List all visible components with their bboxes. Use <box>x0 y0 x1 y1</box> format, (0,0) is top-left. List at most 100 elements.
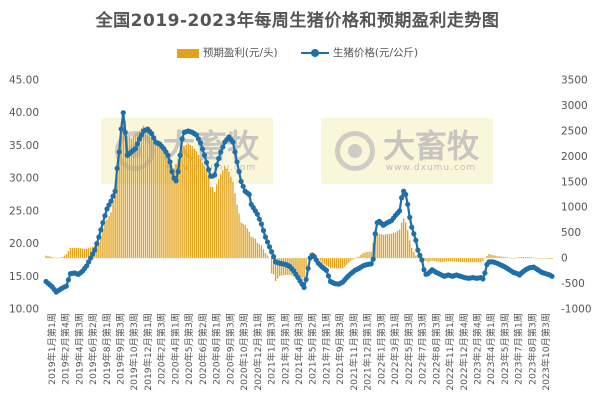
profit-bar <box>535 257 537 259</box>
profit-bar <box>480 258 482 263</box>
profit-bar <box>508 257 510 259</box>
profit-bar <box>195 151 198 259</box>
price-point <box>372 231 378 237</box>
profit-bar <box>396 231 399 259</box>
profit-bar <box>254 238 256 259</box>
profit-bar <box>252 237 254 259</box>
profit-bar <box>394 232 397 259</box>
profit-bar <box>110 212 112 259</box>
profit-bar <box>47 256 49 259</box>
profit-bar <box>191 146 193 259</box>
profit-bar <box>102 229 104 259</box>
profit-bar <box>189 144 191 259</box>
profit-bar <box>492 255 494 259</box>
x-axis-tick-label: 2023年8月第3周 <box>526 313 538 385</box>
profit-bar <box>360 254 362 259</box>
profit-bar <box>490 254 492 259</box>
profit-bar <box>250 236 252 259</box>
price-point <box>138 132 145 138</box>
profit-bar <box>431 258 433 261</box>
profit-bar <box>246 228 248 259</box>
price-point <box>220 144 226 150</box>
watermark-logo-icon <box>334 131 375 171</box>
price-point <box>169 169 175 175</box>
profit-bar <box>209 186 212 259</box>
profit-bar <box>470 258 472 263</box>
profit-bar <box>537 258 539 259</box>
profit-bar <box>122 110 124 259</box>
profit-bar <box>108 215 110 259</box>
profit-bar <box>224 166 226 259</box>
profit-bar <box>549 258 551 259</box>
price-point <box>240 183 246 189</box>
price-point <box>151 135 157 141</box>
profit-bar <box>179 153 181 259</box>
price-point <box>368 261 374 267</box>
profit-bar <box>411 247 413 259</box>
legend-label-price: 生猪价格(元/公斤) <box>332 47 419 59</box>
profit-bar <box>358 256 360 259</box>
price-point <box>134 141 141 147</box>
price-point <box>102 213 108 219</box>
profit-bar <box>61 257 63 259</box>
price-point <box>179 136 185 142</box>
profit-bar <box>236 204 238 259</box>
chart-legend: 预期盈利(元/头) 生猪价格(元/公斤) <box>0 45 595 60</box>
price-point <box>268 249 275 255</box>
price-point <box>234 159 240 165</box>
profit-bar <box>299 258 301 279</box>
profit-bar <box>199 158 202 259</box>
price-point <box>84 263 90 269</box>
x-axis-tick-label: 2022年5月第3周 <box>403 313 415 385</box>
price-point <box>399 195 405 201</box>
profit-bar <box>214 191 216 259</box>
profit-bar <box>364 252 366 259</box>
profit-bar <box>268 258 271 259</box>
profit-bar <box>482 258 484 262</box>
legend-item-price[interactable]: 生猪价格(元/公斤) <box>300 45 419 60</box>
profit-bar <box>155 141 157 259</box>
profit-bar <box>510 257 513 259</box>
price-point <box>98 227 104 233</box>
profit-bar <box>370 251 372 259</box>
profit-bar <box>335 258 338 269</box>
legend-item-profit[interactable]: 预期盈利(元/头) <box>176 45 278 60</box>
x-axis-tick-label: 2022年3月第1周 <box>389 313 401 385</box>
profit-bar <box>474 258 476 263</box>
right-axis-tick-label: 500 <box>561 227 581 239</box>
profit-bar <box>545 258 547 259</box>
profit-bar <box>427 258 429 263</box>
watermark-brand: 大畜牧 <box>382 127 479 165</box>
profit-bar <box>185 144 187 259</box>
profit-bar <box>376 232 378 259</box>
price-point <box>112 188 118 194</box>
price-point <box>203 159 210 166</box>
profit-bar <box>197 155 200 259</box>
price-point <box>122 129 128 135</box>
profit-bar <box>354 258 356 259</box>
profit-bar <box>457 258 460 262</box>
profit-bar <box>85 248 88 259</box>
price-point <box>216 155 222 162</box>
profit-bar <box>518 257 521 259</box>
profit-bar <box>73 247 76 259</box>
price-point <box>417 252 423 258</box>
price-point <box>254 211 260 217</box>
profit-bar <box>128 137 130 259</box>
profit-bar <box>116 176 118 259</box>
profit-bar <box>441 258 443 262</box>
price-point <box>90 251 96 257</box>
legend-swatch-profit <box>176 48 199 58</box>
profit-bar <box>222 170 224 259</box>
profit-bar <box>388 233 391 259</box>
price-point <box>173 178 179 184</box>
legend-label-profit: 预期盈利(元/头) <box>202 47 278 59</box>
x-axis-tick-label: 2019年4月第3周 <box>73 313 85 385</box>
profit-bar <box>258 244 261 259</box>
profit-bar <box>187 143 189 259</box>
price-point <box>303 276 309 283</box>
x-axis-tick-label: 2019年8月第1周 <box>101 313 113 385</box>
price-point <box>88 255 94 261</box>
price-point <box>65 277 71 283</box>
profit-bar <box>346 258 348 265</box>
